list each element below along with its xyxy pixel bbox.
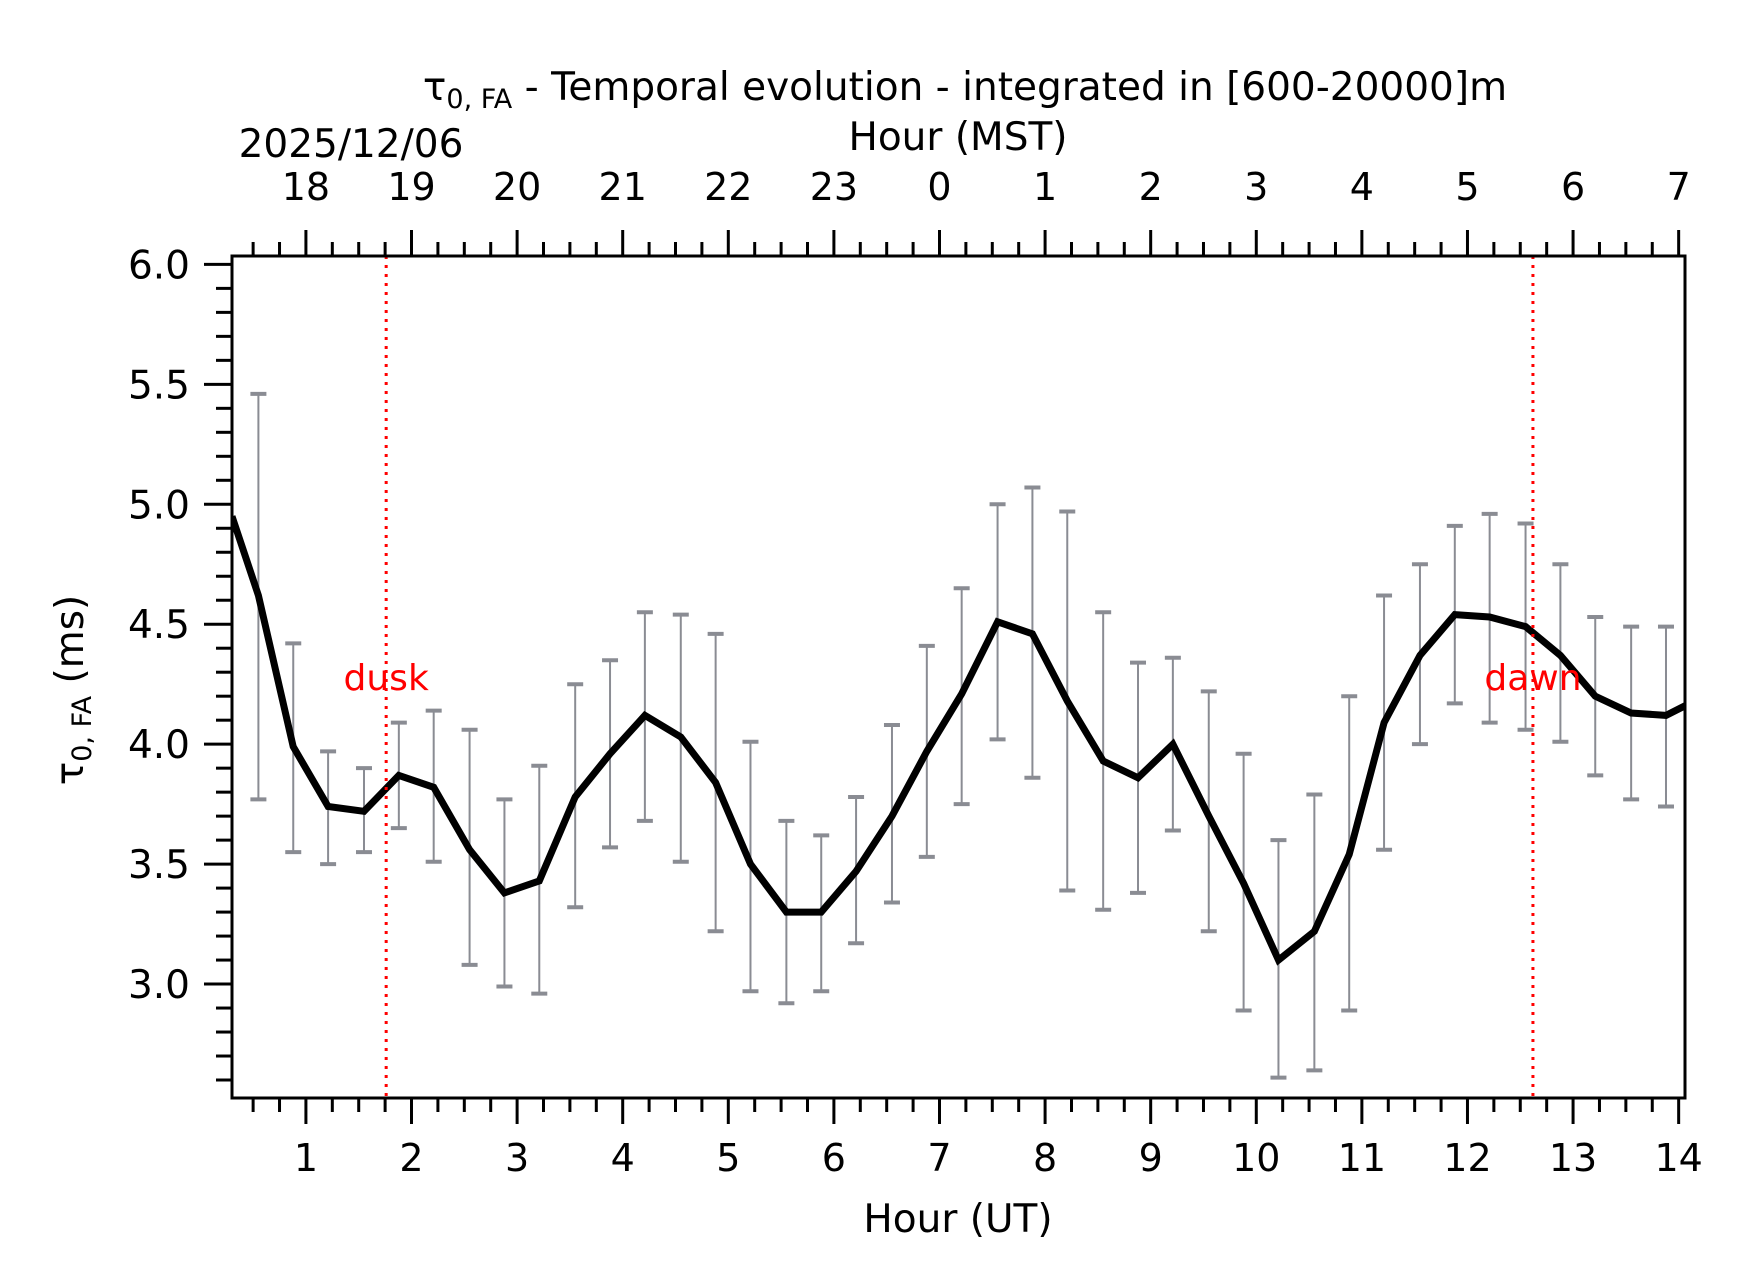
title-text: - Temporal evolution - integrated in [60… (512, 65, 1507, 110)
plot-area: dusk dawn (232, 256, 1685, 1098)
x-tick-label: 4 (611, 1136, 635, 1180)
x-tick-label: 12 (1443, 1136, 1491, 1180)
x-tick-label: 13 (1549, 1136, 1597, 1180)
top-x-tick-label: 3 (1244, 165, 1268, 209)
top-axis-label: Hour (MST) (849, 115, 1068, 160)
x-tick-label: 5 (716, 1136, 740, 1180)
y-tick-label: 5.0 (128, 483, 190, 528)
x-tick-label: 7 (927, 1136, 951, 1180)
x-axis-label: Hour (UT) (863, 1197, 1052, 1242)
top-x-tick-label: 4 (1350, 165, 1374, 209)
top-x-tick-label: 20 (493, 165, 541, 209)
top-x-tick-label: 6 (1561, 165, 1585, 209)
x-tick-label: 3 (505, 1136, 529, 1180)
series-group (232, 391, 1685, 1080)
top-x-tick-label: 23 (810, 165, 858, 209)
chart-title: τ0, FA - Temporal evolution - integrated… (423, 65, 1507, 115)
top-x-tick-label: 0 (927, 165, 951, 209)
dawn-label: dawn (1484, 658, 1581, 699)
x-tick-label: 6 (822, 1136, 846, 1180)
x-tick-label: 9 (1139, 1136, 1163, 1180)
x-tick-label: 2 (399, 1136, 423, 1180)
x-tick-label: 8 (1033, 1136, 1057, 1180)
top-x-tick-label: 19 (387, 165, 435, 209)
y-axis-label: τ0, FA (ms) (48, 595, 98, 786)
top-x-tick-label: 21 (599, 165, 647, 209)
top-x-tick-label: 22 (704, 165, 752, 209)
y-tick-label: 4.5 (128, 603, 190, 648)
ylabel-subscript: 0, FA (67, 695, 98, 761)
y-tick-label: 4.0 (128, 723, 190, 768)
x-tick-label: 1 (294, 1136, 318, 1180)
series-line (232, 515, 1685, 966)
ylabel-units: (ms) (48, 595, 93, 696)
x-tick-label: 10 (1232, 1136, 1280, 1180)
y-tick-label: 3.5 (128, 843, 190, 888)
plot-frame (230, 254, 1687, 1100)
y-tick-label: 5.5 (128, 363, 190, 408)
y-tick-label: 6.0 (128, 243, 190, 288)
title-symbol: τ (423, 65, 446, 110)
ylabel-symbol: τ (48, 762, 93, 785)
top-x-tick-label: 1 (1033, 165, 1057, 209)
title-subscript: 0, FA (446, 84, 512, 115)
x-tick-label: 11 (1338, 1136, 1386, 1180)
dusk-label: dusk (344, 658, 429, 699)
top-x-tick-label: 5 (1455, 165, 1479, 209)
y-tick-label: 3.0 (128, 963, 190, 1008)
top-x-tick-label: 7 (1667, 165, 1691, 209)
top-x-tick-label: 18 (282, 165, 330, 209)
date-label: 2025/12/06 (239, 122, 464, 167)
top-x-tick-label: 2 (1139, 165, 1163, 209)
x-tick-label: 14 (1654, 1136, 1702, 1180)
